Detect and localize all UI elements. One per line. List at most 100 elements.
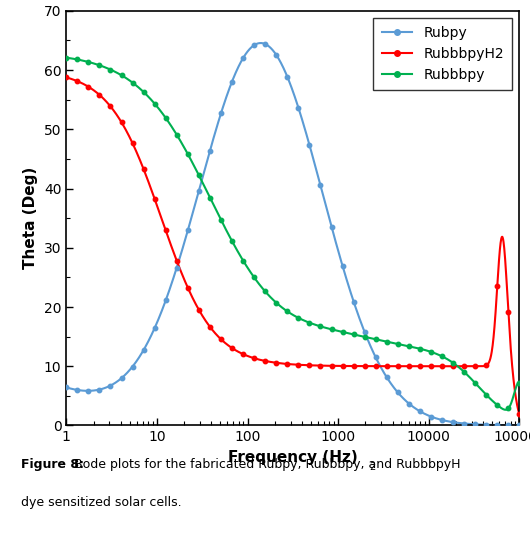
Rubbbpy xyxy=(317,323,324,330)
Rubbbpy xyxy=(196,172,202,178)
RubbbpyH2 xyxy=(494,282,500,289)
Rubbbpy xyxy=(405,343,412,350)
RubbbpyH2 xyxy=(405,363,412,370)
Legend: Rubpy, RubbbpyH2, Rubbbpy: Rubpy, RubbbpyH2, Rubbbpy xyxy=(374,18,513,91)
Rubpy xyxy=(428,414,434,420)
RubbbpyH2 xyxy=(118,119,125,126)
RubbbpyH2 xyxy=(373,363,379,370)
Rubpy xyxy=(384,374,390,380)
RubbbpyH2 xyxy=(85,83,92,90)
Rubbbpy xyxy=(140,89,147,95)
Rubpy xyxy=(516,422,523,429)
Rubbbpy xyxy=(118,72,125,79)
RubbbpyH2 xyxy=(395,363,401,370)
Rubpy xyxy=(317,182,324,189)
RubbbpyH2 xyxy=(516,411,523,417)
RubbbpyH2 xyxy=(483,362,489,369)
Rubpy xyxy=(450,419,456,425)
Rubbbpy xyxy=(494,402,500,408)
Rubbbpy xyxy=(284,308,290,314)
Y-axis label: Theta (Deg): Theta (Deg) xyxy=(23,167,38,269)
RubbbpyH2 xyxy=(152,196,158,202)
Rubbbpy xyxy=(516,379,523,386)
Rubpy xyxy=(63,384,69,391)
RubbbpyH2 xyxy=(273,359,279,366)
Rubpy xyxy=(85,388,92,394)
RubbbpyH2 xyxy=(350,363,357,369)
Rubbbpy xyxy=(96,62,103,68)
Rubbbpy xyxy=(361,334,368,340)
RubbbpyH2 xyxy=(240,351,246,357)
RubbbpyH2 xyxy=(317,363,324,369)
Rubpy xyxy=(505,422,511,428)
RubbbpyH2 xyxy=(461,363,467,370)
RubbbpyH2 xyxy=(184,285,191,291)
Rubpy xyxy=(118,375,125,382)
RubbbpyH2 xyxy=(218,336,224,343)
Rubpy xyxy=(284,73,290,80)
Line: RubbbpyH2: RubbbpyH2 xyxy=(64,75,522,417)
RubbbpyH2 xyxy=(196,307,202,313)
Rubbbpy xyxy=(229,238,235,244)
RubbbpyH2 xyxy=(129,140,136,146)
Rubbbpy xyxy=(273,299,279,306)
Rubpy xyxy=(461,420,467,427)
Rubpy xyxy=(273,51,279,58)
Rubbbpy xyxy=(505,405,511,411)
Rubpy xyxy=(184,227,191,234)
Text: Figure 8:: Figure 8: xyxy=(21,458,84,471)
RubbbpyH2 xyxy=(140,166,147,172)
Rubbbpy xyxy=(251,274,258,281)
RubbbpyH2 xyxy=(163,227,169,234)
Rubbbpy xyxy=(240,257,246,264)
RubbbpyH2 xyxy=(63,74,69,81)
Rubpy xyxy=(129,363,136,370)
RubbbpyH2 xyxy=(472,363,479,370)
Rubpy xyxy=(494,422,500,428)
Rubbbpy xyxy=(129,79,136,86)
Rubbbpy xyxy=(107,66,113,73)
Rubpy xyxy=(107,382,113,389)
Rubpy xyxy=(251,42,258,48)
Rubbbpy xyxy=(417,345,423,352)
RubbbpyH2 xyxy=(328,363,334,369)
Rubpy xyxy=(306,141,313,148)
RubbbpyH2 xyxy=(107,103,113,109)
Rubbbpy xyxy=(174,132,180,138)
Rubbbpy xyxy=(295,314,302,321)
Text: dye sensitized solar cells.: dye sensitized solar cells. xyxy=(21,496,182,509)
Rubpy xyxy=(196,188,202,194)
Text: Bode plots for the fabricated Rubpy, Rubbbpy, and RubbbpyH: Bode plots for the fabricated Rubpy, Rub… xyxy=(70,458,461,471)
RubbbpyH2 xyxy=(207,324,213,330)
Rubpy xyxy=(207,147,213,154)
Rubpy xyxy=(350,298,357,305)
Rubpy xyxy=(218,110,224,117)
Rubbbpy xyxy=(306,319,313,326)
RubbbpyH2 xyxy=(450,363,456,370)
Rubpy xyxy=(395,389,401,396)
Text: 2: 2 xyxy=(369,462,376,472)
Rubbbpy xyxy=(384,338,390,345)
Rubbbpy xyxy=(428,349,434,355)
Rubbbpy xyxy=(184,151,191,157)
RubbbpyH2 xyxy=(229,345,235,351)
RubbbpyH2 xyxy=(174,257,180,264)
RubbbpyH2 xyxy=(96,92,103,98)
RubbbpyH2 xyxy=(505,308,511,315)
RubbbpyH2 xyxy=(361,363,368,370)
Line: Rubpy: Rubpy xyxy=(64,42,522,428)
RubbbpyH2 xyxy=(262,358,268,364)
Rubpy xyxy=(152,325,158,331)
RubbbpyH2 xyxy=(284,361,290,367)
Rubpy xyxy=(339,263,346,269)
Rubpy xyxy=(140,347,147,353)
RubbbpyH2 xyxy=(384,363,390,370)
Rubbbpy xyxy=(152,100,158,107)
Rubpy xyxy=(174,264,180,271)
Rubbbpy xyxy=(483,391,489,398)
Rubpy xyxy=(262,41,268,47)
Rubbbpy xyxy=(461,369,467,375)
RubbbpyH2 xyxy=(306,362,313,369)
RubbbpyH2 xyxy=(439,363,445,370)
Rubbbpy xyxy=(262,288,268,295)
